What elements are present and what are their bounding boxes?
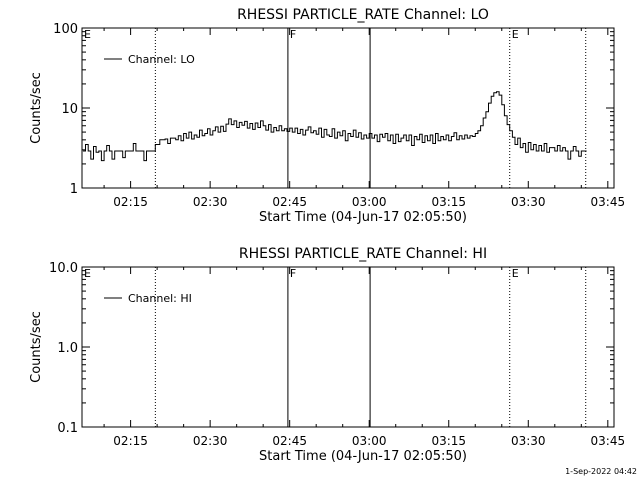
x-tick-label: 02:45 — [272, 195, 307, 209]
chart-title: RHESSI PARTICLE_RATE Channel: LO — [237, 7, 489, 23]
x-axis-label: Start Time (04-Jun-17 02:05:50) — [259, 210, 467, 225]
event-marker-label: F — [290, 28, 296, 41]
x-tick-label: 03:00 — [352, 195, 387, 209]
plot-frame — [81, 27, 615, 189]
y-axis-label: Counts/sec — [29, 72, 44, 144]
x-tick-label: 03:00 — [352, 434, 387, 448]
event-marker-label: F — [290, 267, 296, 280]
x-tick-label: 02:30 — [193, 434, 228, 448]
footer-timestamp: 1-Sep-2022 04:42 — [565, 467, 637, 476]
legend-entry: Channel: LO — [128, 53, 195, 66]
x-tick-label: 02:30 — [193, 195, 228, 209]
x-tick-label: 02:15 — [113, 195, 148, 209]
x-tick-label: 03:30 — [511, 195, 546, 209]
x-tick-label: 02:15 — [113, 434, 148, 448]
y-tick-label: 10 — [61, 102, 78, 117]
y-axis-label: Counts/sec — [29, 311, 44, 383]
legend-entry: Channel: HI — [128, 292, 192, 305]
y-tick-label: 10.0 — [49, 261, 78, 276]
chart-title: RHESSI PARTICLE_RATE Channel: HI — [239, 246, 487, 262]
x-tick-label: 02:45 — [272, 434, 307, 448]
event-marker-label: E — [512, 28, 519, 41]
y-tick-label: 1.0 — [57, 341, 78, 356]
x-tick-label: 03:15 — [431, 434, 466, 448]
edge-marker-label: E — [84, 28, 91, 41]
x-tick-label: 03:30 — [511, 434, 546, 448]
y-tick-label: 100 — [53, 22, 78, 37]
series-line — [82, 91, 587, 162]
x-axis-label: Start Time (04-Jun-17 02:05:50) — [259, 449, 467, 464]
y-tick-label: 0.1 — [57, 421, 78, 436]
x-tick-label: 03:45 — [591, 434, 626, 448]
edge-marker-label: E — [84, 267, 91, 280]
x-tick-label: 03:15 — [431, 195, 466, 209]
y-tick-label: 1 — [70, 182, 78, 197]
event-marker-label: E — [512, 267, 519, 280]
plot-frame — [81, 266, 615, 428]
x-tick-label: 03:45 — [591, 195, 626, 209]
